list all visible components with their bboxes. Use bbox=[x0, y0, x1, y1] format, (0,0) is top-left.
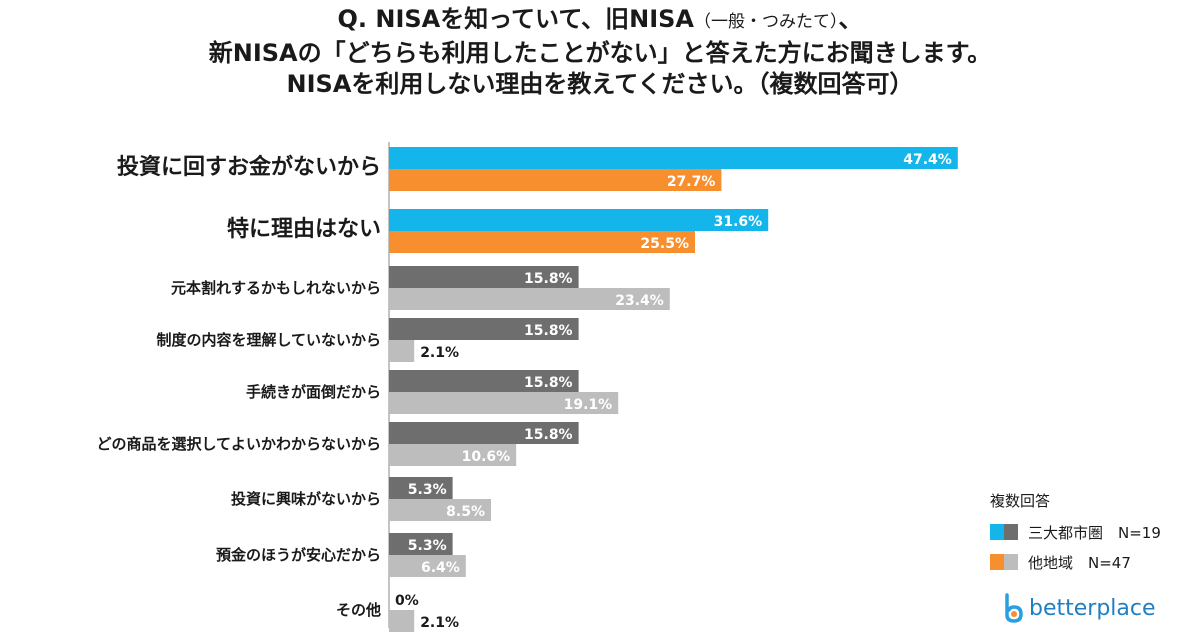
bar bbox=[389, 555, 466, 577]
legend-swatch-other-highlight bbox=[990, 554, 1004, 570]
data-label: 15.8% bbox=[524, 375, 573, 391]
bar bbox=[389, 477, 453, 499]
data-label: 8.5% bbox=[446, 504, 485, 520]
title-line1-end: 、 bbox=[838, 5, 863, 33]
category-label: その他 bbox=[336, 601, 381, 619]
bar bbox=[389, 392, 619, 414]
title-line3: NISAを利用しない理由を教えてください。（複数回答可） bbox=[286, 70, 914, 98]
bar bbox=[389, 610, 415, 632]
bar bbox=[389, 533, 453, 555]
category-label: どの商品を選択してよいかわからないから bbox=[96, 435, 381, 453]
bar bbox=[389, 370, 579, 392]
data-label: 5.3% bbox=[408, 482, 447, 498]
legend-title: 複数回答 bbox=[990, 492, 1051, 510]
bar bbox=[389, 422, 579, 444]
data-label: 25.5% bbox=[640, 236, 689, 252]
bar bbox=[389, 288, 670, 310]
category-label: 特に理由はない bbox=[227, 216, 381, 242]
bar bbox=[389, 444, 517, 466]
legend-item-metro: 三大都市圏 N=19 bbox=[990, 523, 1161, 542]
chart-title: Q. NISAを知っていて、旧NISA（一般・つみたて）、 新NISAの「どちら… bbox=[0, 4, 1200, 100]
bar bbox=[389, 340, 415, 362]
bar bbox=[389, 266, 579, 288]
legend: 複数回答 三大都市圏 N=19 他地域 N=47 bbox=[990, 490, 1161, 583]
category-label: 手続きが面倒だから bbox=[246, 383, 381, 401]
legend-item-other: 他地域 N=47 bbox=[990, 553, 1161, 572]
bar bbox=[389, 318, 579, 340]
data-label: 2.1% bbox=[420, 615, 459, 631]
data-label: 31.6% bbox=[714, 214, 763, 230]
title-line1: Q. NISAを知っていて、旧NISA bbox=[337, 5, 694, 33]
data-label: 0% bbox=[395, 593, 419, 609]
data-label: 2.1% bbox=[420, 345, 459, 361]
legend-swatch-metro-highlight bbox=[990, 524, 1004, 540]
data-label: 6.4% bbox=[421, 560, 460, 576]
title-line2: 新NISAの「どちらも利用したことがない」と答えた方にお聞きします。 bbox=[208, 39, 992, 67]
bar bbox=[389, 231, 695, 253]
bar bbox=[389, 147, 958, 169]
data-label: 23.4% bbox=[615, 293, 664, 309]
data-label: 19.1% bbox=[564, 397, 613, 413]
data-label: 10.6% bbox=[462, 449, 511, 465]
category-label: 預金のほうが安心だから bbox=[216, 546, 381, 564]
data-label: 15.8% bbox=[524, 427, 573, 443]
category-label: 投資に興味がないから bbox=[231, 490, 381, 508]
data-label: 27.7% bbox=[667, 174, 716, 190]
category-label: 制度の内容を理解していないから bbox=[156, 331, 381, 349]
legend-swatch-other bbox=[1004, 554, 1018, 570]
data-label: 5.3% bbox=[408, 538, 447, 554]
data-label: 15.8% bbox=[524, 323, 573, 339]
bar bbox=[389, 209, 769, 231]
category-label: 投資に回すお金がないから bbox=[117, 154, 381, 180]
legend-label-other: 他地域 N=47 bbox=[1028, 553, 1131, 572]
category-label: 元本割れするかもしれないから bbox=[171, 279, 381, 297]
bar bbox=[389, 499, 491, 521]
data-label: 15.8% bbox=[524, 271, 573, 287]
logo-text: betterplace bbox=[1029, 595, 1156, 621]
title-line1-note: （一般・つみたて） bbox=[694, 12, 839, 32]
data-label: 47.4% bbox=[903, 152, 952, 168]
brand-logo: betterplace bbox=[1003, 593, 1156, 623]
legend-label-metro: 三大都市圏 N=19 bbox=[1028, 523, 1161, 542]
bar bbox=[389, 169, 722, 191]
betterplace-logo-icon bbox=[1005, 593, 1023, 623]
legend-swatch-metro bbox=[1004, 524, 1018, 540]
